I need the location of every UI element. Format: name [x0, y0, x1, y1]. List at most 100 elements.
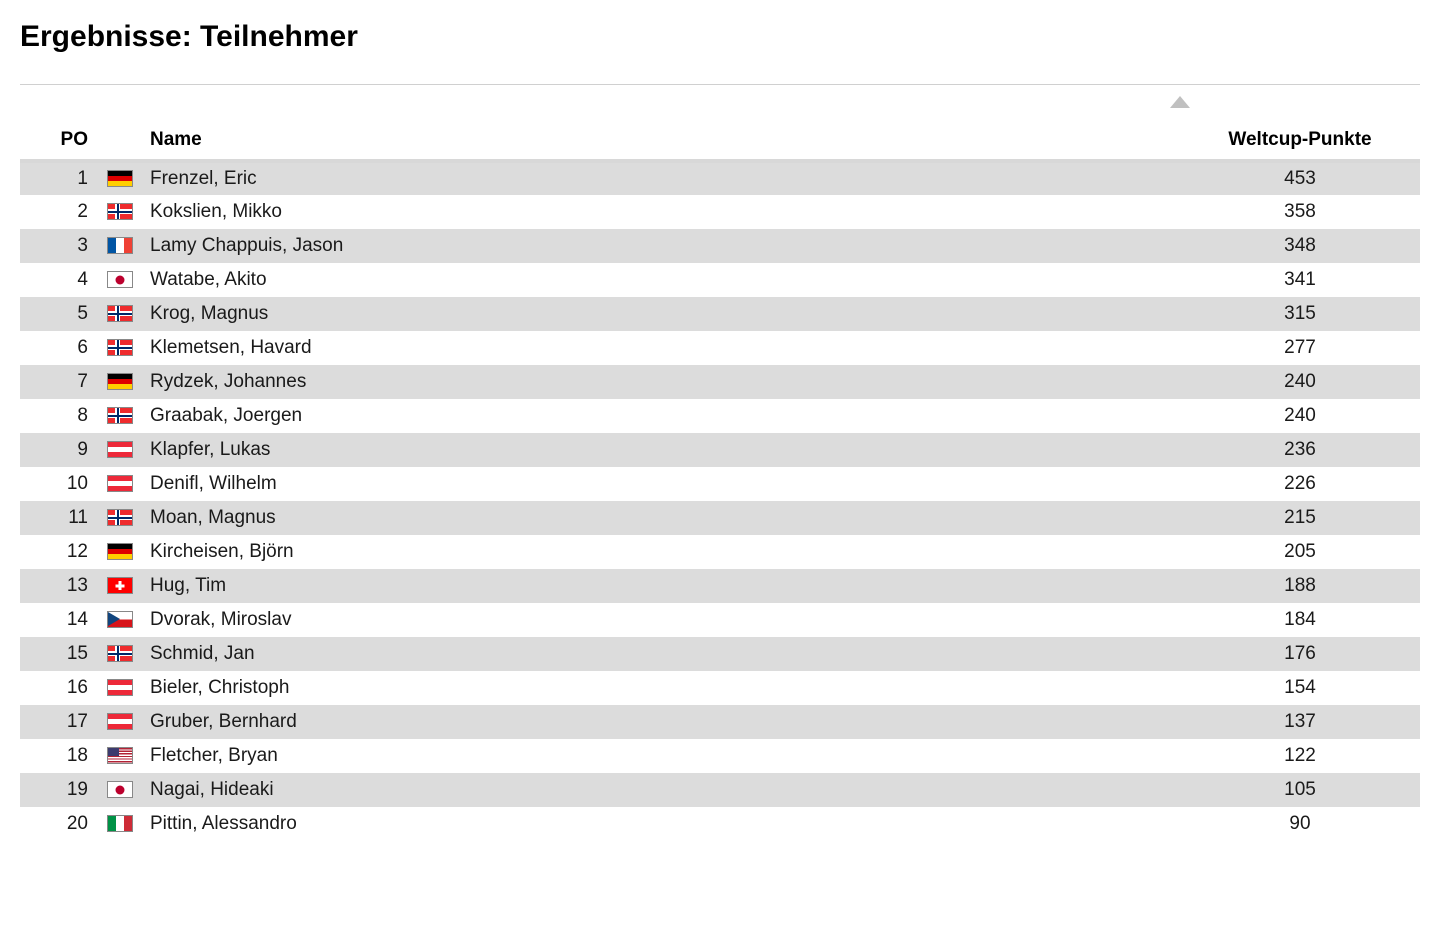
cell-name: Krog, Magnus [140, 297, 1180, 331]
cell-points: 341 [1180, 263, 1420, 297]
flag-icon-no [107, 203, 133, 220]
cell-position: 17 [20, 705, 100, 739]
cell-name: Kokslien, Mikko [140, 195, 1180, 229]
flag-icon-it [107, 815, 133, 832]
table-row: 13Hug, Tim188 [20, 569, 1420, 603]
flag-icon-cz [107, 611, 133, 628]
flag-icon-at [107, 441, 133, 458]
cell-flag [100, 603, 140, 637]
results-table: PO Name Weltcup-Punkte 1Frenzel, Eric453… [20, 121, 1420, 841]
cell-points: 105 [1180, 773, 1420, 807]
cell-name: Klapfer, Lukas [140, 433, 1180, 467]
table-row: 6Klemetsen, Havard277 [20, 331, 1420, 365]
flag-icon-no [107, 339, 133, 356]
cell-position: 7 [20, 365, 100, 399]
cell-points: 154 [1180, 671, 1420, 705]
cell-name: Moan, Magnus [140, 501, 1180, 535]
cell-name: Lamy Chappuis, Jason [140, 229, 1180, 263]
cell-flag [100, 773, 140, 807]
cell-name: Gruber, Bernhard [140, 705, 1180, 739]
cell-flag [100, 637, 140, 671]
table-row: 14Dvorak, Miroslav184 [20, 603, 1420, 637]
cell-points: 348 [1180, 229, 1420, 263]
cell-flag [100, 433, 140, 467]
cell-points: 277 [1180, 331, 1420, 365]
cell-name: Klemetsen, Havard [140, 331, 1180, 365]
table-header-row: PO Name Weltcup-Punkte [20, 121, 1420, 161]
cell-flag [100, 671, 140, 705]
cell-position: 1 [20, 161, 100, 195]
cell-position: 3 [20, 229, 100, 263]
cell-name: Dvorak, Miroslav [140, 603, 1180, 637]
header-flag [100, 121, 140, 161]
cell-name: Schmid, Jan [140, 637, 1180, 671]
cell-points: 358 [1180, 195, 1420, 229]
cell-position: 18 [20, 739, 100, 773]
cell-flag [100, 365, 140, 399]
flag-icon-no [107, 407, 133, 424]
cell-flag [100, 331, 140, 365]
table-row: 3 Lamy Chappuis, Jason348 [20, 229, 1420, 263]
table-row: 5 Krog, Magnus315 [20, 297, 1420, 331]
cell-points: 90 [1180, 807, 1420, 841]
cell-name: Pittin, Alessandro [140, 807, 1180, 841]
cell-flag [100, 807, 140, 841]
cell-name: Denifl, Wilhelm [140, 467, 1180, 501]
cell-flag [100, 569, 140, 603]
cell-flag [100, 229, 140, 263]
cell-name: Rydzek, Johannes [140, 365, 1180, 399]
cell-flag [100, 263, 140, 297]
cell-points: 137 [1180, 705, 1420, 739]
flag-icon-no [107, 645, 133, 662]
collapse-toggle[interactable] [20, 95, 1420, 113]
triangle-up-icon [1170, 96, 1190, 108]
cell-position: 2 [20, 195, 100, 229]
table-row: 2 Kokslien, Mikko358 [20, 195, 1420, 229]
cell-flag [100, 161, 140, 195]
flag-icon-at [107, 475, 133, 492]
cell-position: 16 [20, 671, 100, 705]
table-row: 11 Moan, Magnus215 [20, 501, 1420, 535]
cell-points: 188 [1180, 569, 1420, 603]
header-po[interactable]: PO [20, 121, 100, 161]
cell-name: Fletcher, Bryan [140, 739, 1180, 773]
cell-name: Bieler, Christoph [140, 671, 1180, 705]
cell-position: 15 [20, 637, 100, 671]
cell-points: 122 [1180, 739, 1420, 773]
divider [20, 84, 1420, 85]
cell-position: 14 [20, 603, 100, 637]
cell-name: Kircheisen, Björn [140, 535, 1180, 569]
table-row: 4Watabe, Akito341 [20, 263, 1420, 297]
header-name[interactable]: Name [140, 121, 1180, 161]
flag-icon-jp [107, 271, 133, 288]
cell-flag [100, 535, 140, 569]
header-points[interactable]: Weltcup-Punkte [1180, 121, 1420, 161]
page-title: Ergebnisse: Teilnehmer [20, 20, 1420, 54]
cell-flag [100, 705, 140, 739]
table-row: 15Schmid, Jan176 [20, 637, 1420, 671]
cell-flag [100, 399, 140, 433]
cell-points: 215 [1180, 501, 1420, 535]
flag-icon-de [107, 543, 133, 560]
table-row: 9Klapfer, Lukas236 [20, 433, 1420, 467]
cell-flag [100, 739, 140, 773]
flag-icon-at [107, 713, 133, 730]
cell-points: 205 [1180, 535, 1420, 569]
flag-icon-no [107, 509, 133, 526]
cell-position: 11 [20, 501, 100, 535]
flag-icon-de [107, 170, 133, 187]
cell-flag [100, 297, 140, 331]
flag-icon-jp [107, 781, 133, 798]
cell-position: 19 [20, 773, 100, 807]
table-row: 19Nagai, Hideaki105 [20, 773, 1420, 807]
flag-icon-us [107, 747, 133, 764]
table-row: 8Graabak, Joergen240 [20, 399, 1420, 433]
cell-flag [100, 467, 140, 501]
cell-flag [100, 501, 140, 535]
table-row: 20Pittin, Alessandro90 [20, 807, 1420, 841]
cell-position: 5 [20, 297, 100, 331]
table-row: 17 Gruber, Bernhard137 [20, 705, 1420, 739]
cell-points: 315 [1180, 297, 1420, 331]
table-row: 10Denifl, Wilhelm226 [20, 467, 1420, 501]
cell-points: 453 [1180, 161, 1420, 195]
